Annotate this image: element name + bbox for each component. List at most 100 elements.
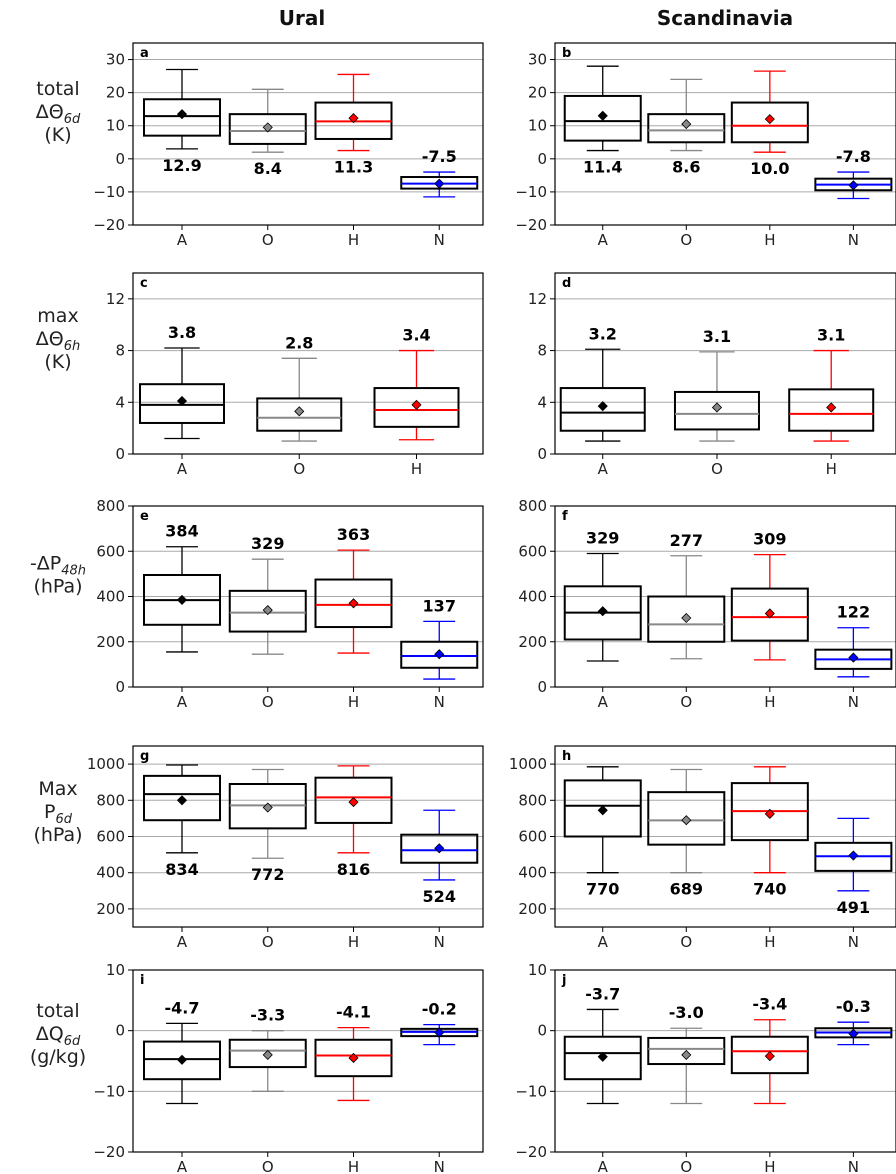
median-label: -7.5 — [422, 147, 457, 166]
box-iqr — [314, 578, 393, 629]
ytick-label: 0 — [115, 678, 125, 696]
median-label: 3.4 — [402, 326, 430, 345]
median-label: 740 — [753, 880, 786, 899]
axes-frame — [554, 272, 896, 455]
panel-letter: b — [562, 46, 571, 61]
box-iqr — [563, 94, 642, 142]
axes-frame — [554, 969, 896, 1153]
box-H: 3.4 — [373, 326, 460, 441]
xtick-label: N — [434, 933, 445, 951]
box-N: -7.5 — [400, 147, 479, 198]
xtick-label: O — [711, 460, 723, 478]
ytick-label: 10 — [106, 117, 125, 135]
box-iqr — [373, 387, 460, 428]
row-2-label-line-1: (hPa) — [33, 576, 82, 598]
median-label: 122 — [837, 603, 870, 622]
box-H: 363 — [314, 525, 393, 654]
ytick-label: 200 — [96, 633, 125, 651]
ytick-label: 0 — [537, 1022, 547, 1040]
ytick-label: −20 — [93, 216, 125, 234]
ytick-label: 20 — [106, 84, 125, 102]
box-O: 329 — [228, 534, 307, 655]
ytick-label: 0 — [537, 445, 547, 463]
box-iqr — [228, 1038, 307, 1069]
row-4-label-line-1: ΔQ6d — [36, 1023, 81, 1049]
panel-f: 329 277 309 122 f 0 200 400 600 800 A O H N — [518, 497, 896, 711]
box-O: -3.3 — [228, 1006, 307, 1092]
median-label: 524 — [423, 887, 456, 906]
box-iqr — [563, 779, 642, 838]
box-iqr — [647, 113, 726, 144]
box-O: 8.6 — [647, 78, 726, 177]
ytick-label: −20 — [515, 216, 547, 234]
box-N: -7.8 — [814, 147, 893, 200]
ytick-label: 200 — [96, 900, 125, 918]
panel-h: 770 689 740 491 h 200 400 600 800 1000 A O H N — [509, 745, 896, 951]
mean-marker — [348, 598, 359, 609]
panels: 12.9 8.4 11.3 -7.5 a −20 −10 0 10 20 30 A O H N 11.4 8.6… — [87, 42, 896, 1174]
xtick-label: H — [411, 460, 422, 478]
median-label: 3.8 — [168, 323, 196, 342]
ytick-label: 10 — [528, 961, 547, 979]
mean-marker — [434, 649, 445, 660]
ytick-label: −10 — [93, 1082, 125, 1100]
ytick-label: 200 — [518, 633, 547, 651]
box-N: 524 — [400, 809, 479, 906]
ytick-label: 8 — [537, 342, 547, 360]
box-O: 3.1 — [673, 327, 760, 442]
ytick-label: 30 — [106, 51, 125, 69]
panel-a: 12.9 8.4 11.3 -7.5 a −20 −10 0 10 20 30 A O H N — [93, 42, 484, 249]
box-A: 12.9 — [143, 68, 221, 175]
box-iqr — [400, 833, 479, 864]
mean-marker — [597, 805, 608, 816]
median-label: -3.7 — [585, 984, 620, 1003]
row-1-label-line-2: (K) — [44, 351, 71, 373]
ytick-label: 800 — [96, 497, 125, 515]
mean-marker — [681, 119, 692, 130]
xtick-label: A — [598, 1158, 609, 1174]
ytick-label: 10 — [106, 961, 125, 979]
ytick-label: 600 — [96, 542, 125, 560]
mean-marker — [826, 402, 837, 413]
box-iqr — [730, 101, 809, 144]
median-label: 3.1 — [703, 327, 731, 346]
ytick-label: −20 — [515, 1143, 547, 1161]
row-0-label-line-2: (K) — [44, 124, 71, 146]
box-A: 3.8 — [139, 323, 225, 440]
median-label: 3.1 — [817, 326, 845, 345]
median-label: -3.4 — [752, 995, 787, 1014]
mean-marker — [848, 652, 859, 663]
mean-marker — [176, 1054, 188, 1065]
panel-letter: h — [562, 749, 571, 764]
xtick-label: A — [177, 231, 188, 249]
box-H: 3.1 — [788, 326, 875, 442]
median-label: 329 — [586, 529, 619, 548]
box-N: -0.2 — [400, 1000, 479, 1046]
xtick-label: A — [598, 231, 609, 249]
box-A: -4.7 — [143, 998, 221, 1105]
xtick-label: A — [598, 933, 609, 951]
ytick-label: 8 — [115, 342, 125, 360]
row-4-label-line-2: (g/kg) — [30, 1046, 86, 1068]
row-3-label-line-2: (hPa) — [33, 824, 82, 846]
ytick-label: 0 — [115, 445, 125, 463]
xtick-label: N — [434, 1158, 445, 1174]
ytick-label: 400 — [96, 864, 125, 882]
median-label: 8.4 — [254, 159, 282, 178]
xtick-label: H — [764, 1158, 775, 1174]
xtick-label: A — [598, 460, 609, 478]
mean-marker — [764, 608, 775, 619]
mean-marker — [262, 1049, 273, 1060]
box-N: 137 — [400, 596, 479, 680]
box-iqr — [647, 791, 726, 846]
box-iqr — [400, 640, 479, 669]
panel-letter: d — [562, 276, 571, 291]
box-H: 740 — [730, 766, 809, 899]
box-H: 11.3 — [314, 73, 393, 177]
ytick-label: 800 — [96, 791, 125, 809]
row-2-label-line-0: -ΔP48h — [30, 553, 86, 579]
panel-i: -4.7 -3.3 -4.1 -0.2 i −20 −10 0 10 A O H N — [93, 961, 484, 1174]
mean-marker — [434, 1027, 445, 1038]
box-O: 8.4 — [228, 88, 307, 178]
